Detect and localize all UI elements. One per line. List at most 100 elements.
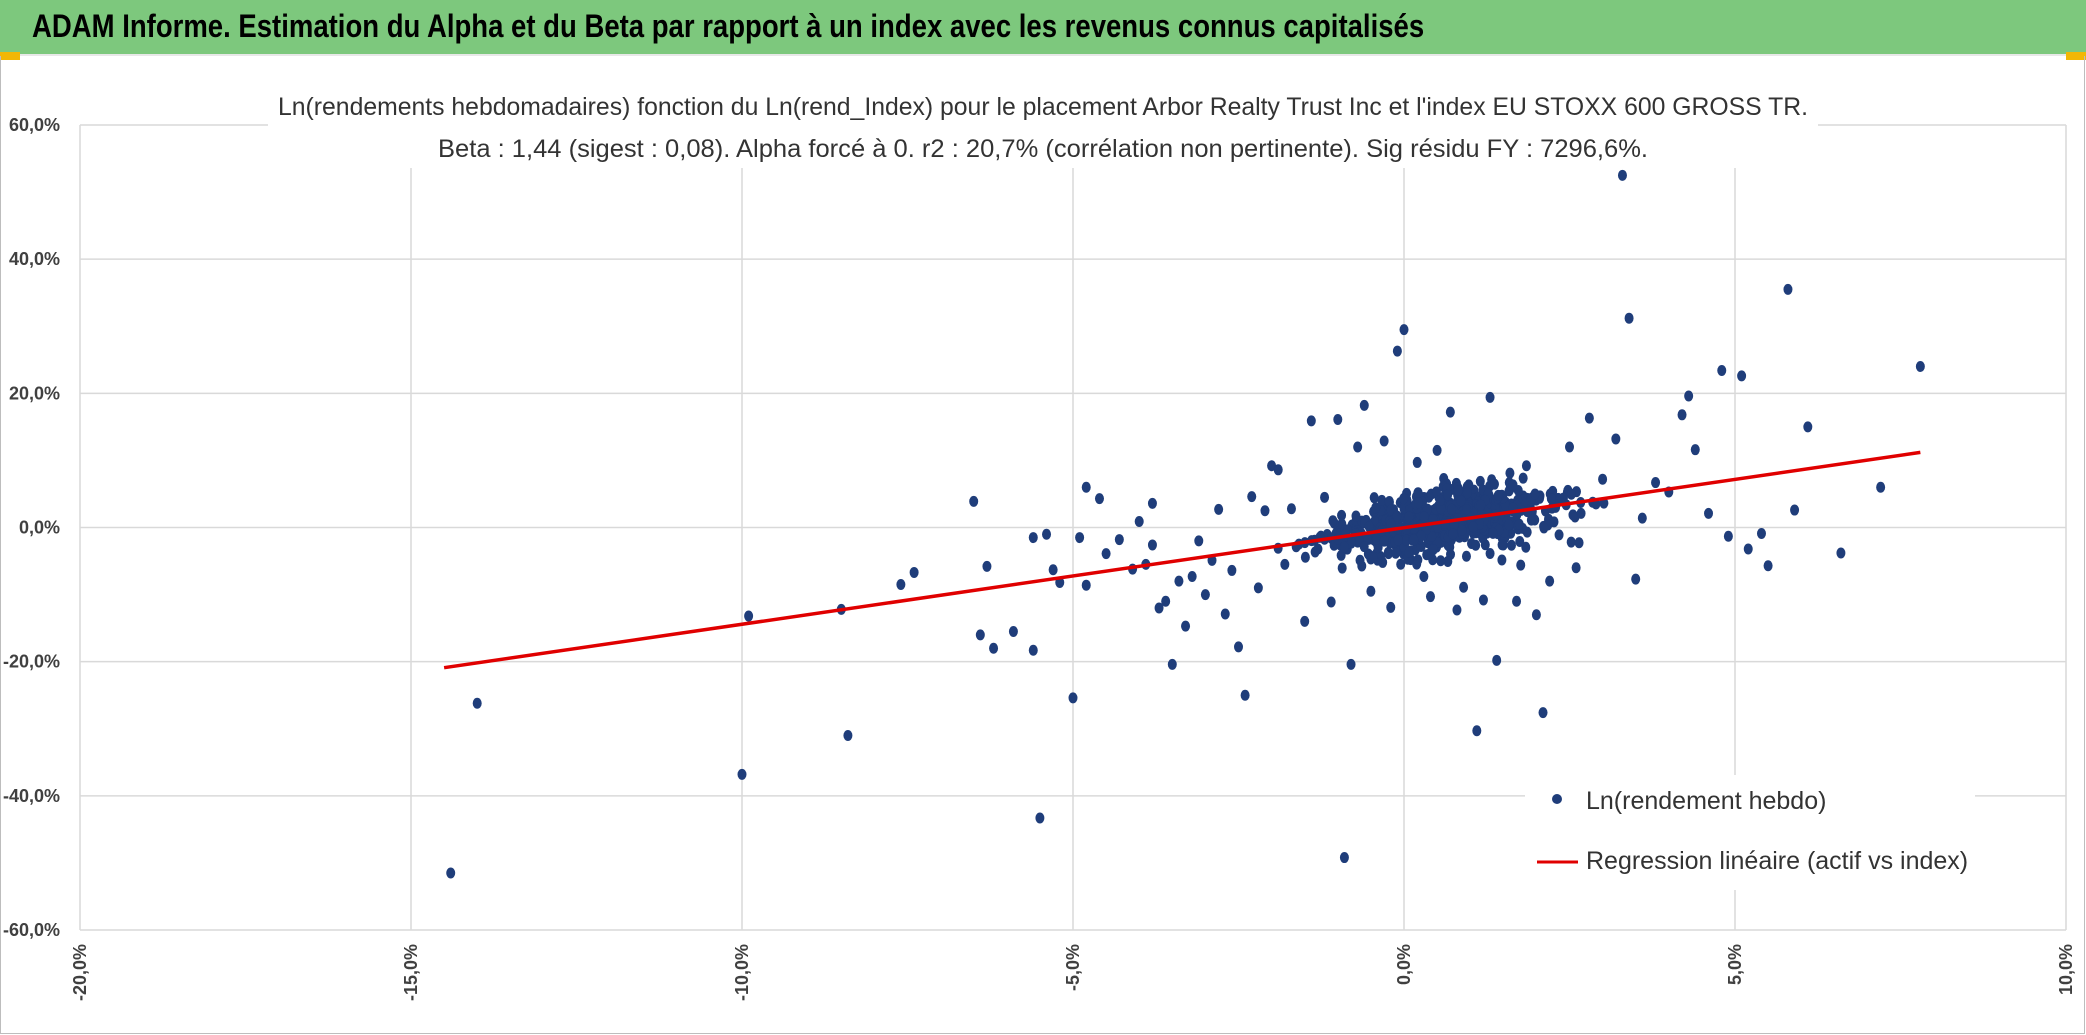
chart-title-line2: Beta : 1,44 (sigest : 0,08). Alpha forcé… (438, 135, 1648, 163)
x-tick-label: -20,0% (70, 944, 90, 1001)
chart-frame (0, 56, 2085, 1034)
data-point (1048, 564, 1058, 576)
title-background (268, 86, 1818, 168)
data-point (1392, 345, 1402, 357)
data-point (1339, 852, 1349, 864)
data-point (843, 729, 853, 741)
data-point (1445, 406, 1455, 418)
data-point (1414, 497, 1424, 509)
data-point (737, 768, 747, 780)
data-point (1167, 658, 1177, 670)
data-point (1035, 812, 1045, 824)
data-point (1436, 555, 1446, 567)
data-point (1174, 575, 1184, 587)
data-point (1413, 487, 1423, 499)
data-point (1253, 582, 1263, 594)
data-point (1521, 460, 1531, 472)
data-point (1516, 559, 1526, 571)
data-point (1598, 473, 1608, 485)
data-point (1514, 518, 1524, 530)
data-point (1369, 492, 1379, 504)
data-point (1328, 515, 1338, 527)
data-point (1068, 692, 1078, 704)
data-point (1392, 510, 1402, 522)
data-point (1568, 509, 1578, 521)
data-point (1404, 511, 1414, 523)
data-point (1723, 530, 1733, 542)
data-point (1419, 570, 1429, 582)
data-point (1368, 552, 1378, 564)
data-point (1876, 481, 1886, 493)
data-point (1384, 496, 1394, 508)
legend: Ln(rendement hebdo) Regression linéaire … (1525, 775, 1975, 890)
legend-background (1525, 775, 1975, 890)
data-point (1194, 535, 1204, 547)
data-point (1355, 554, 1365, 566)
data-point (1508, 479, 1518, 491)
data-point (1505, 467, 1515, 479)
data-point (1364, 521, 1374, 533)
data-point (1081, 481, 1091, 493)
data-point (1571, 562, 1581, 574)
data-point (975, 629, 985, 641)
data-point (1101, 548, 1111, 560)
corner-marker-left (0, 52, 20, 60)
data-point (1227, 564, 1237, 576)
data-point (1337, 562, 1347, 574)
data-point (1346, 537, 1356, 549)
data-point (1539, 522, 1549, 534)
data-point (1478, 594, 1488, 606)
data-point (1464, 479, 1474, 491)
data-point (1624, 312, 1634, 324)
y-tick-label: 40,0% (9, 249, 60, 269)
data-point (1584, 412, 1594, 424)
data-point (1756, 528, 1766, 540)
data-point (1427, 530, 1437, 542)
data-point (1547, 493, 1557, 505)
data-point (1461, 550, 1471, 562)
data-point (1161, 595, 1171, 607)
data-point (1574, 537, 1584, 549)
data-point (1526, 514, 1536, 526)
data-point (1485, 391, 1495, 403)
data-point (1435, 494, 1445, 506)
data-point (1783, 283, 1793, 295)
data-point (1763, 560, 1773, 572)
y-tick-label: 60,0% (9, 115, 60, 135)
data-point (1790, 504, 1800, 516)
data-point (982, 560, 992, 572)
data-point (1181, 620, 1191, 632)
x-tick-label: -15,0% (401, 944, 421, 1001)
chart-title-line1: Ln(rendements hebdomadaires) fonction du… (278, 93, 1808, 121)
data-point (1545, 575, 1555, 587)
data-point (1320, 491, 1330, 503)
data-point (1515, 536, 1525, 548)
data-point (1504, 519, 1514, 531)
x-tick-label: 5,0% (1725, 944, 1745, 985)
data-point (1399, 493, 1409, 505)
data-point (1459, 581, 1469, 593)
data-point (1453, 485, 1463, 497)
data-point (1704, 507, 1714, 519)
data-point (1488, 527, 1498, 539)
data-point (1306, 415, 1316, 427)
data-point (1493, 489, 1503, 501)
data-point (1366, 585, 1376, 597)
data-point (1492, 654, 1502, 666)
data-point (1008, 625, 1018, 637)
data-point (1220, 608, 1230, 620)
data-point (1419, 511, 1429, 523)
data-point (1391, 547, 1401, 559)
data-point (1530, 488, 1540, 500)
y-tick-label: 20,0% (9, 383, 60, 403)
data-point (1448, 528, 1458, 540)
data-point (1413, 554, 1423, 566)
data-point (1443, 489, 1453, 501)
data-point (1351, 510, 1361, 522)
data-point (1286, 503, 1296, 515)
data-point (1310, 546, 1320, 558)
regression-layer (443, 450, 1921, 670)
data-point (1337, 509, 1347, 521)
data-point (1386, 601, 1396, 613)
data-point (1377, 494, 1387, 506)
